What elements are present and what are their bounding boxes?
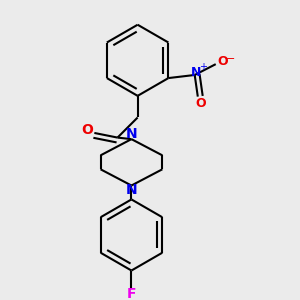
Text: N: N	[126, 183, 137, 197]
Text: −: −	[226, 54, 235, 64]
Text: +: +	[199, 62, 207, 72]
Text: F: F	[127, 287, 136, 300]
Text: O: O	[82, 124, 94, 137]
Text: O: O	[217, 55, 228, 68]
Text: N: N	[126, 128, 137, 142]
Text: O: O	[195, 97, 206, 110]
Text: N: N	[191, 66, 201, 79]
